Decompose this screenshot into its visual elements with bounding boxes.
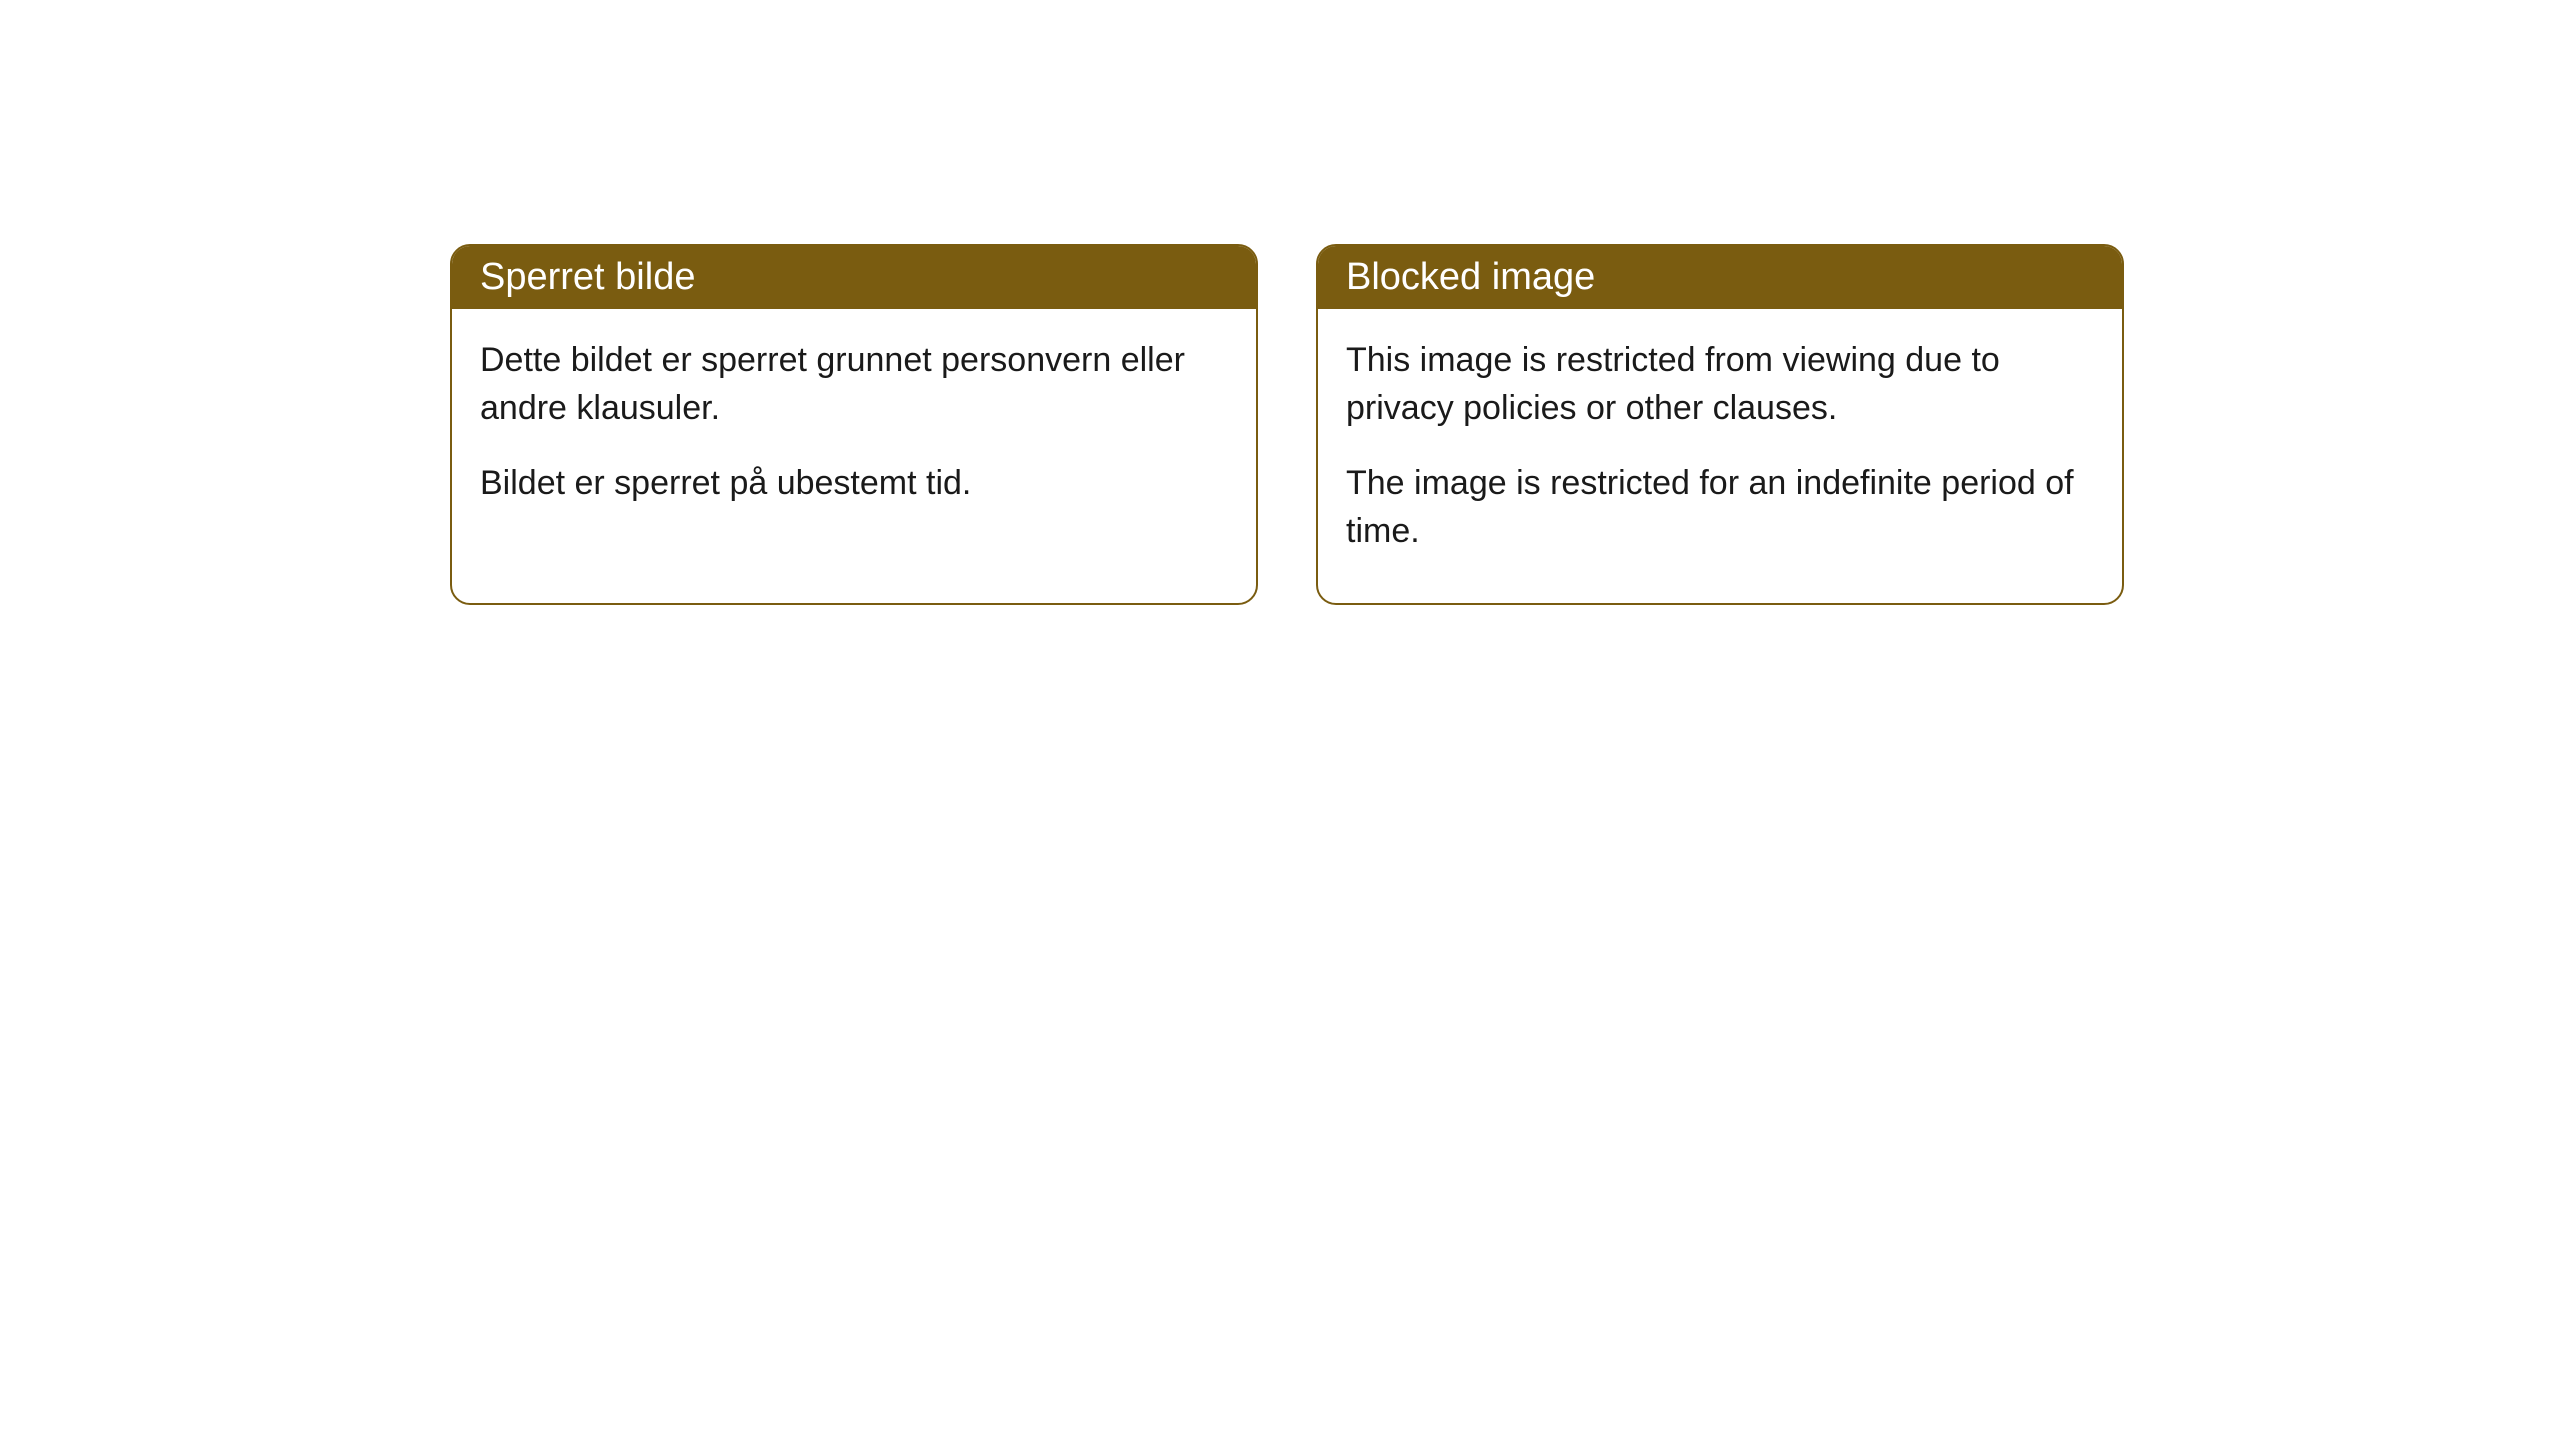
cards-container: Sperret bilde Dette bildet er sperret gr…	[0, 0, 2560, 605]
card-paragraph-2: The image is restricted for an indefinit…	[1346, 460, 2094, 555]
card-paragraph-1: This image is restricted from viewing du…	[1346, 337, 2094, 432]
card-paragraph-1: Dette bildet er sperret grunnet personve…	[480, 337, 1228, 432]
blocked-image-card-english: Blocked image This image is restricted f…	[1316, 244, 2124, 605]
card-body: This image is restricted from viewing du…	[1318, 309, 2122, 603]
card-header: Blocked image	[1318, 246, 2122, 309]
card-title: Sperret bilde	[480, 256, 695, 298]
blocked-image-card-norwegian: Sperret bilde Dette bildet er sperret gr…	[450, 244, 1258, 605]
card-header: Sperret bilde	[452, 246, 1256, 309]
card-paragraph-2: Bildet er sperret på ubestemt tid.	[480, 460, 1228, 508]
card-title: Blocked image	[1346, 256, 1595, 298]
card-body: Dette bildet er sperret grunnet personve…	[452, 309, 1256, 556]
